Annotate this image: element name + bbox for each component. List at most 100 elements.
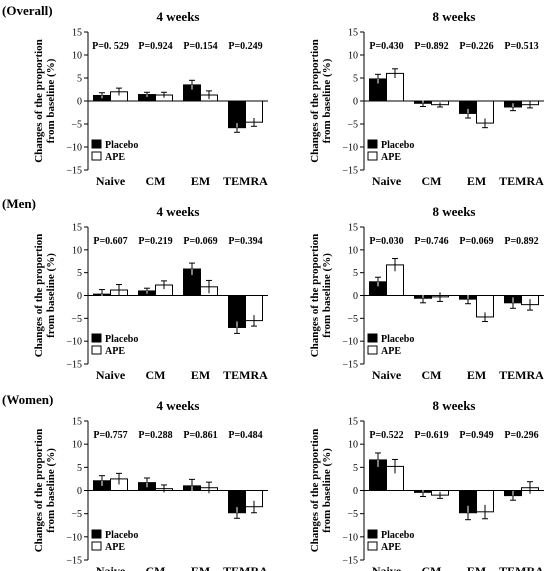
legend-label-ape: APE <box>381 346 401 357</box>
y-tick-label: −5 <box>71 314 82 325</box>
p-value-label: P=0.522 <box>369 430 403 441</box>
y-tick-label: −10 <box>342 337 358 348</box>
x-category-label: EM <box>467 368 486 382</box>
legend-swatch-ape <box>367 345 378 355</box>
legend-swatch-ape <box>367 151 378 161</box>
legend-label-placebo: Placebo <box>381 530 414 541</box>
p-value-label: P=0.069 <box>183 236 217 247</box>
x-category-label: CM <box>146 368 166 382</box>
y-tick-label: 0 <box>353 486 358 497</box>
x-category-label: TEMRA <box>223 564 268 571</box>
y-tick-label: 10 <box>72 440 82 451</box>
p-value-label: P=0.288 <box>138 430 172 441</box>
y-tick-label: −10 <box>342 143 358 154</box>
y-tick-label: 15 <box>348 28 358 39</box>
y-tick-label: −15 <box>66 166 82 177</box>
group-label-overall: (Overall) <box>2 3 53 18</box>
y-tick-label: −15 <box>66 556 82 567</box>
p-value-label: P=0.219 <box>138 236 172 247</box>
p-value-label: P=0.513 <box>504 41 538 52</box>
legend-label-placebo: Placebo <box>381 140 414 151</box>
y-tick-label: 0 <box>353 97 358 108</box>
panel-title: 4 weeks <box>157 204 200 219</box>
group-label-men: (Men) <box>2 196 36 211</box>
legend-swatch-ape <box>367 541 378 551</box>
x-category-label: EM <box>191 564 210 571</box>
chart-panel: 4 weeks Changes of the proportionfrom bas… <box>33 398 268 571</box>
p-value-label: P=0.619 <box>414 430 448 441</box>
p-value-label: P=0.249 <box>228 41 262 52</box>
y-tick-label: 5 <box>353 463 358 474</box>
legend-swatch-placebo <box>91 333 102 343</box>
legend-label-ape: APE <box>105 346 125 357</box>
x-category-label: CM <box>146 174 166 188</box>
y-tick-label: 15 <box>348 223 358 234</box>
p-value-label: P=0.757 <box>93 430 127 441</box>
legend-swatch-placebo <box>367 333 378 343</box>
x-category-label: Naive <box>96 368 126 382</box>
y-tick-label: 10 <box>348 51 358 62</box>
y-tick-label: 15 <box>72 28 82 39</box>
legend-label-placebo: Placebo <box>105 334 138 345</box>
x-category-label: TEMRA <box>223 368 268 382</box>
legend-swatch-placebo <box>367 529 378 539</box>
legend-swatch-placebo <box>367 139 378 149</box>
p-value-label: P=0.924 <box>138 41 172 52</box>
x-category-label: TEMRA <box>499 174 544 188</box>
panel-title: 8 weeks <box>433 204 476 219</box>
x-category-label: EM <box>191 368 210 382</box>
p-value-label: P=0.030 <box>369 236 403 247</box>
y-tick-label: 5 <box>353 74 358 85</box>
p-value-label: P=0.296 <box>504 430 538 441</box>
x-category-label: TEMRA <box>499 368 544 382</box>
p-value-label: P=0.394 <box>228 236 262 247</box>
p-value-label: P=0.746 <box>414 236 448 247</box>
p-value-label: P=0.069 <box>459 236 493 247</box>
x-category-label: CM <box>422 174 442 188</box>
y-tick-label: −15 <box>342 166 358 177</box>
legend-label-placebo: Placebo <box>105 530 138 541</box>
y-tick-label: −15 <box>66 360 82 371</box>
x-category-label: TEMRA <box>499 564 544 571</box>
panel-title: 8 weeks <box>433 398 476 413</box>
legend-label-ape: APE <box>105 152 125 163</box>
p-value-label: P=0.484 <box>228 430 262 441</box>
y-tick-label: 5 <box>77 74 82 85</box>
chart-panel: 8 weeks Changes of the proportionfrom bas… <box>309 204 544 382</box>
x-category-label: EM <box>467 174 486 188</box>
chart-panel: 4 weeks Changes of the proportionfrom bas… <box>33 204 268 382</box>
x-category-label: TEMRA <box>223 174 268 188</box>
panel-title: 8 weeks <box>433 9 476 24</box>
y-axis-label: Changes of the proportionfrom baseline (… <box>33 234 57 358</box>
legend-label-ape: APE <box>381 542 401 553</box>
p-value-label: P=0.861 <box>183 430 217 441</box>
y-tick-label: 5 <box>77 268 82 279</box>
y-tick-label: −10 <box>342 532 358 543</box>
y-tick-label: 0 <box>353 291 358 302</box>
y-axis-label: Changes of the proportionfrom baseline (… <box>309 234 333 358</box>
y-tick-label: −5 <box>71 509 82 520</box>
p-value-label: P=0.892 <box>504 236 538 247</box>
y-tick-label: −5 <box>71 120 82 131</box>
x-category-label: Naive <box>96 174 126 188</box>
y-tick-label: 10 <box>72 51 82 62</box>
x-category-label: CM <box>422 564 442 571</box>
p-value-label: P=0. 529 <box>92 41 129 52</box>
y-tick-label: −15 <box>342 360 358 371</box>
chart-panel: 8 weeks Changes of the proportionfrom bas… <box>309 398 544 571</box>
x-category-label: CM <box>422 368 442 382</box>
chart-panel: 4 weeks Changes of the proportionfrom bas… <box>33 9 268 188</box>
x-category-label: Naive <box>372 368 402 382</box>
legend-swatch-placebo <box>91 139 102 149</box>
y-axis-label: Changes of the proportionfrom baseline (… <box>309 39 333 163</box>
legend-swatch-placebo <box>91 529 102 539</box>
p-value-label: P=0.226 <box>459 41 493 52</box>
y-tick-label: −10 <box>66 532 82 543</box>
x-category-label: Naive <box>96 564 126 571</box>
y-tick-label: 5 <box>77 463 82 474</box>
y-tick-label: 0 <box>77 97 82 108</box>
x-category-label: Naive <box>372 564 402 571</box>
y-tick-label: 0 <box>77 291 82 302</box>
legend-swatch-ape <box>91 151 102 161</box>
